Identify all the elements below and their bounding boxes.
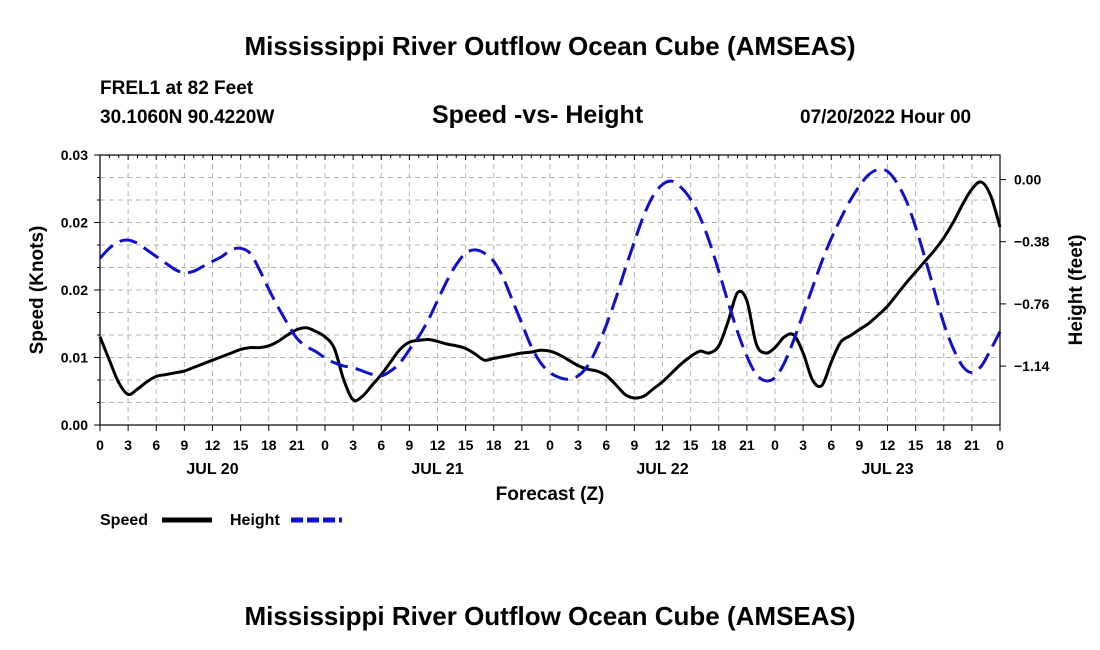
- y-tick-label: 0.02: [61, 282, 88, 298]
- x-tick-label: 0: [321, 437, 329, 453]
- x-tick-label: 18: [486, 437, 502, 453]
- x-tick-label: 12: [655, 437, 671, 453]
- y-tick-label: 0.01: [61, 350, 88, 366]
- x-tick-label: 0: [96, 437, 104, 453]
- chart-series: [98, 167, 1002, 403]
- x-tick-label: 15: [233, 437, 249, 453]
- x-axis-label: Forecast (Z): [496, 484, 605, 505]
- x-tick-label: 9: [630, 437, 638, 453]
- chart-grid: [100, 155, 1000, 425]
- y2-tick-label: −0.76: [1014, 296, 1050, 312]
- x-tick-label: 0: [996, 437, 1004, 453]
- y-tick-label: 0.00: [61, 417, 88, 433]
- y-axis-label: Speed (Knots): [27, 226, 48, 355]
- x-tick-label: 3: [349, 437, 357, 453]
- x-day-label: JUL 23: [861, 461, 913, 478]
- x-tick-label: 21: [514, 437, 530, 453]
- y2-tick-label: −0.38: [1014, 234, 1050, 250]
- x-tick-label: 0: [771, 437, 779, 453]
- x-tick-label: 9: [855, 437, 863, 453]
- x-day-label: JUL 21: [411, 461, 463, 478]
- x-tick-label: 18: [261, 437, 277, 453]
- x-tick-label: 6: [827, 437, 835, 453]
- chart-legend: Speed Height: [100, 512, 342, 529]
- x-tick-label: 15: [458, 437, 474, 453]
- x-tick-label: 3: [124, 437, 132, 453]
- x-tick-label: 18: [936, 437, 952, 453]
- x-tick-label: 6: [377, 437, 385, 453]
- series-line-height: [98, 167, 1002, 383]
- x-tick-label: 0: [546, 437, 554, 453]
- legend-speed-label: Speed: [100, 512, 148, 529]
- coordinates-label: 30.1060N 90.4220W: [100, 107, 275, 128]
- x-day-label: JUL 22: [636, 461, 688, 478]
- x-tick-label: 6: [152, 437, 160, 453]
- x-tick-label: 12: [430, 437, 446, 453]
- y2-axis-label: Height (feet): [1066, 235, 1087, 346]
- y-tick-label: 0.02: [61, 215, 88, 231]
- x-tick-label: 18: [711, 437, 727, 453]
- x-tick-label: 21: [289, 437, 305, 453]
- y2-tick-label: 0.00: [1014, 172, 1041, 188]
- x-tick-label: 21: [739, 437, 755, 453]
- page-title-bottom: Mississippi River Outflow Ocean Cube (AM…: [244, 601, 856, 631]
- forecast-date: 07/20/2022 Hour 00: [800, 107, 972, 128]
- x-day-label: JUL 20: [186, 461, 238, 478]
- y2-tick-label: −1.14: [1014, 358, 1050, 374]
- x-tick-label: 9: [405, 437, 413, 453]
- x-tick-label: 21: [964, 437, 980, 453]
- x-tick-label: 6: [602, 437, 610, 453]
- x-tick-label: 12: [205, 437, 221, 453]
- x-tick-label: 3: [574, 437, 582, 453]
- x-tick-label: 15: [683, 437, 699, 453]
- station-label: FREL1 at 82 Feet: [100, 78, 254, 99]
- page-title-top: Mississippi River Outflow Ocean Cube (AM…: [244, 31, 856, 61]
- y-tick-label: 0.03: [61, 147, 88, 163]
- chart-title: Speed -vs- Height: [432, 101, 644, 129]
- x-tick-label: 12: [880, 437, 896, 453]
- x-tick-label: 9: [180, 437, 188, 453]
- series-line-speed: [98, 180, 1002, 403]
- chart-axes: 0 3 6 9 12 15 18 21 0 3 6 9 12 15 18 21 0 3 6 9 12 15 18 21 0 3 6 9…: [61, 147, 1050, 478]
- x-tick-label: 3: [799, 437, 807, 453]
- legend-height-label: Height: [230, 512, 280, 529]
- x-tick-label: 15: [908, 437, 924, 453]
